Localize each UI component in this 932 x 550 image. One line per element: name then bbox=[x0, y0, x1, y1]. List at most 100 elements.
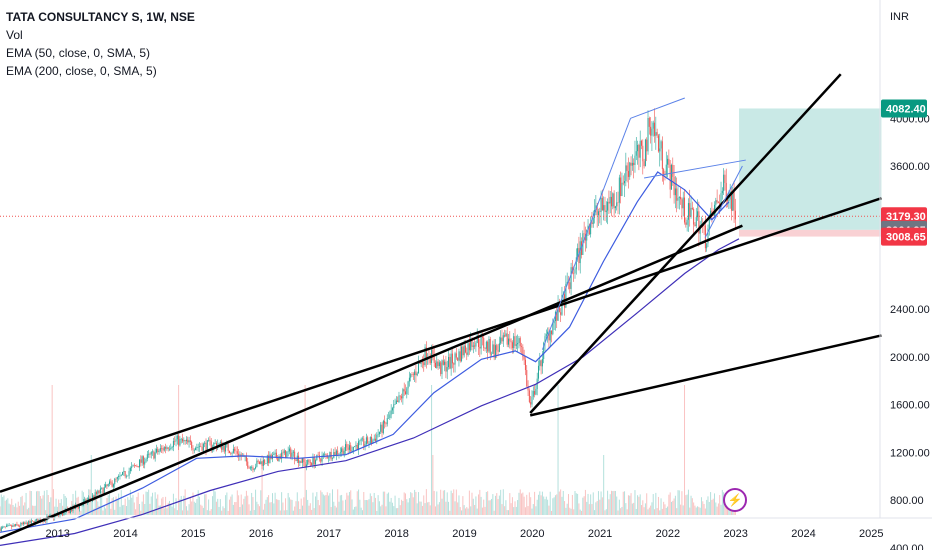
volume-bar bbox=[699, 507, 701, 515]
candle-body bbox=[627, 170, 629, 177]
volume-bar bbox=[652, 494, 654, 515]
year-tick-label: 2021 bbox=[588, 528, 612, 540]
volume-bar bbox=[570, 508, 572, 515]
candle-body bbox=[118, 475, 120, 478]
candle-body bbox=[187, 439, 189, 443]
volume-bar bbox=[202, 507, 204, 515]
volume-bar bbox=[700, 497, 702, 515]
volume-bar bbox=[410, 492, 412, 515]
candle-body bbox=[30, 520, 32, 524]
candle-body bbox=[505, 333, 507, 337]
candle-body bbox=[611, 196, 613, 207]
candle-body bbox=[206, 440, 208, 451]
candle-body bbox=[174, 441, 176, 442]
candle-body bbox=[458, 351, 460, 361]
volume-bar bbox=[219, 499, 221, 515]
candle-body bbox=[295, 459, 297, 462]
volume-bar bbox=[367, 500, 369, 515]
candle-body bbox=[663, 169, 665, 175]
candle-body bbox=[506, 333, 508, 345]
ema50-indicator-label[interactable]: EMA (50, close, 0, SMA, 5) bbox=[6, 46, 151, 60]
candle-body bbox=[93, 495, 95, 499]
price-tick-label: 1200.00 bbox=[890, 447, 930, 459]
volume-indicator-label[interactable]: Vol bbox=[6, 28, 23, 42]
candle-body bbox=[693, 209, 695, 225]
candle-body bbox=[478, 335, 480, 347]
candle-body bbox=[625, 165, 627, 182]
volume-bar bbox=[155, 498, 157, 515]
volume-bar bbox=[43, 490, 45, 515]
volume-bar bbox=[381, 504, 383, 515]
volume-bar bbox=[618, 499, 620, 515]
volume-bar bbox=[629, 495, 631, 515]
volume-bar bbox=[601, 497, 603, 515]
volume-bar bbox=[720, 504, 722, 515]
volume-bar bbox=[458, 495, 460, 515]
year-tick-label: 2023 bbox=[723, 528, 747, 540]
candle-body bbox=[501, 337, 503, 342]
price-candles bbox=[0, 108, 736, 532]
volume-bar bbox=[457, 502, 459, 515]
volume-bar bbox=[3, 495, 5, 515]
volume-bar bbox=[222, 506, 224, 515]
candle-body bbox=[345, 444, 347, 451]
candle-body bbox=[262, 459, 264, 466]
candle-body bbox=[155, 448, 157, 453]
candle-body bbox=[375, 438, 377, 441]
volume-bar bbox=[515, 506, 517, 515]
candle-body bbox=[115, 478, 117, 480]
candle-body bbox=[54, 515, 56, 519]
candle-body bbox=[502, 335, 504, 342]
candle-body bbox=[244, 456, 246, 458]
candle-body bbox=[376, 434, 378, 441]
candle-body bbox=[480, 336, 482, 349]
candle-body bbox=[725, 182, 727, 198]
candle-body bbox=[367, 437, 369, 444]
trendline-upper bbox=[0, 197, 882, 493]
candle-body bbox=[560, 312, 562, 315]
volume-bar bbox=[148, 489, 150, 515]
candle-body bbox=[652, 122, 654, 129]
time-axis[interactable]: 2013 2014 2015 2016 2017 2018 2019 2020 2021 2022… bbox=[0, 517, 932, 540]
volume-bar bbox=[644, 503, 646, 515]
volume-bar bbox=[29, 490, 31, 515]
candle-body bbox=[29, 520, 31, 524]
candle-body bbox=[13, 525, 15, 526]
volume-bar bbox=[17, 501, 19, 515]
volume-bar bbox=[26, 509, 28, 515]
volume-bar bbox=[94, 495, 96, 515]
channel-line bbox=[644, 159, 746, 179]
candle-body bbox=[682, 197, 684, 209]
volume-bar bbox=[330, 506, 332, 515]
volume-bar bbox=[672, 500, 674, 515]
volume-bar bbox=[674, 495, 676, 515]
candle-body bbox=[474, 345, 476, 347]
volume-bar bbox=[268, 495, 270, 515]
volume-bar bbox=[244, 496, 246, 515]
candle-body bbox=[191, 441, 193, 449]
volume-bar bbox=[633, 502, 635, 515]
candle-body bbox=[185, 439, 187, 442]
volume-bar bbox=[129, 489, 131, 515]
symbol-title[interactable]: TATA CONSULTANCY S, 1W, NSE bbox=[6, 10, 195, 24]
lightning-icon[interactable]: ⚡ bbox=[723, 488, 747, 512]
volume-bar bbox=[54, 506, 56, 515]
candle-body bbox=[144, 461, 146, 465]
volume-bar bbox=[587, 493, 589, 515]
volume-bar bbox=[11, 498, 13, 515]
candle-body bbox=[390, 410, 392, 415]
candle-body bbox=[288, 448, 290, 452]
volume-bar bbox=[305, 489, 307, 515]
candle-body bbox=[408, 377, 410, 382]
volume-bar bbox=[136, 496, 138, 515]
volume-bar bbox=[438, 502, 440, 515]
volume-bar bbox=[537, 494, 539, 515]
price-axis[interactable]: INR 400.00 800.00 1200.00 1600.00 2000.00 2400… bbox=[879, 0, 930, 550]
ema200-indicator-label[interactable]: EMA (200, close, 0, SMA, 5) bbox=[6, 64, 157, 78]
volume-bar bbox=[288, 497, 290, 515]
volume-bar bbox=[90, 455, 92, 515]
volume-bar bbox=[146, 491, 148, 515]
volume-bar bbox=[468, 490, 470, 515]
volume-bar bbox=[283, 510, 285, 515]
